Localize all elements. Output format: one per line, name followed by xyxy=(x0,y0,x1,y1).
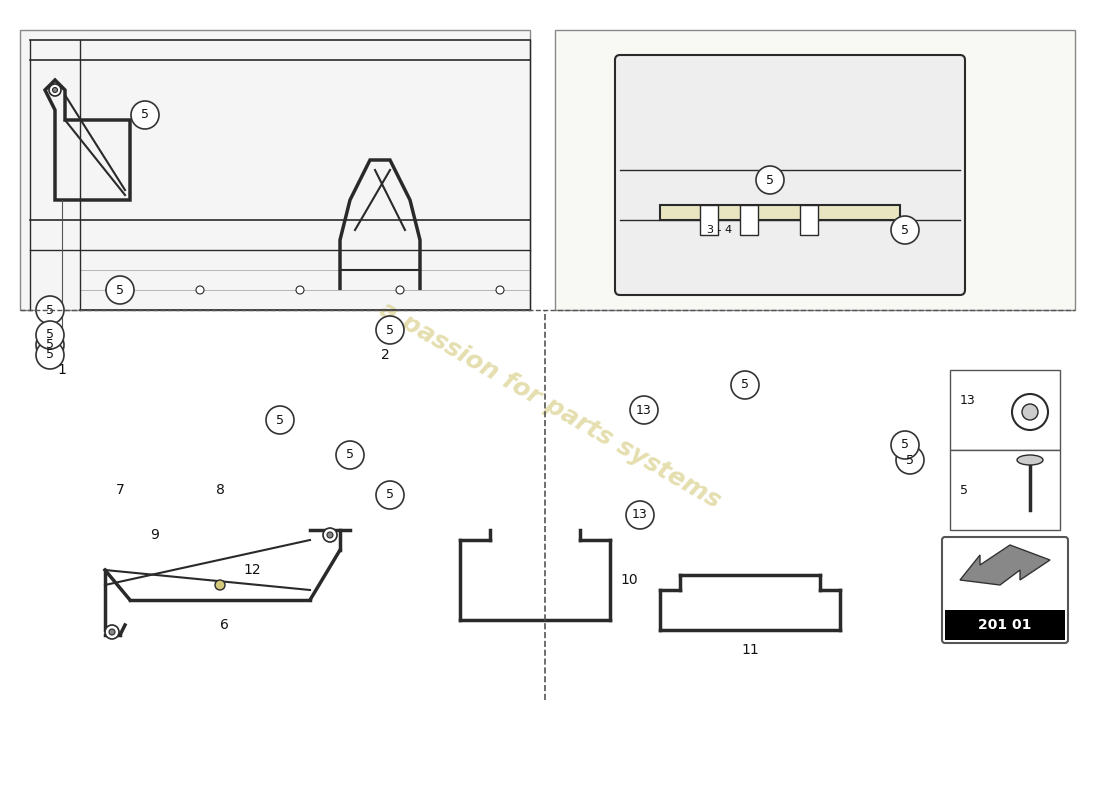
Text: 5: 5 xyxy=(766,174,774,186)
Circle shape xyxy=(336,441,364,469)
Text: 8: 8 xyxy=(216,483,224,497)
Circle shape xyxy=(396,286,404,294)
Text: 9: 9 xyxy=(151,528,160,542)
Text: 5: 5 xyxy=(906,454,914,466)
FancyBboxPatch shape xyxy=(615,55,965,295)
Text: 13: 13 xyxy=(632,509,648,522)
Circle shape xyxy=(36,341,64,369)
Text: 5: 5 xyxy=(901,438,909,451)
Circle shape xyxy=(296,286,304,294)
Circle shape xyxy=(131,101,160,129)
Text: 12: 12 xyxy=(243,563,261,577)
Text: a passion for parts systems: a passion for parts systems xyxy=(375,297,725,513)
Text: 5: 5 xyxy=(46,303,54,317)
Text: 1: 1 xyxy=(57,363,66,377)
Circle shape xyxy=(732,371,759,399)
Text: 5: 5 xyxy=(741,378,749,391)
Text: 13: 13 xyxy=(636,403,652,417)
Text: 5: 5 xyxy=(116,283,124,297)
Bar xyxy=(945,610,1065,640)
Bar xyxy=(20,30,530,310)
Circle shape xyxy=(327,532,333,538)
Circle shape xyxy=(53,87,57,93)
FancyBboxPatch shape xyxy=(942,537,1068,643)
Text: 3 - 4: 3 - 4 xyxy=(707,225,733,235)
Ellipse shape xyxy=(1018,455,1043,465)
Polygon shape xyxy=(660,205,900,220)
Bar xyxy=(800,205,818,235)
Circle shape xyxy=(106,286,114,294)
Text: 11: 11 xyxy=(741,643,759,657)
Circle shape xyxy=(196,286,204,294)
Text: 10: 10 xyxy=(620,573,638,587)
Circle shape xyxy=(896,446,924,474)
Circle shape xyxy=(106,276,134,304)
Circle shape xyxy=(266,406,294,434)
Circle shape xyxy=(756,166,784,194)
Text: 2: 2 xyxy=(381,348,389,362)
Text: 5: 5 xyxy=(346,449,354,462)
Polygon shape xyxy=(960,545,1050,585)
Circle shape xyxy=(323,528,337,542)
Bar xyxy=(556,30,1075,310)
Text: 5: 5 xyxy=(960,483,968,497)
Text: 5: 5 xyxy=(386,489,394,502)
Text: 6: 6 xyxy=(220,618,229,632)
Circle shape xyxy=(36,296,64,324)
Circle shape xyxy=(109,629,116,635)
Text: 5: 5 xyxy=(901,223,909,237)
Text: 5: 5 xyxy=(276,414,284,426)
Circle shape xyxy=(376,481,404,509)
Text: 5: 5 xyxy=(46,329,54,342)
Circle shape xyxy=(36,321,64,349)
Circle shape xyxy=(50,84,60,96)
Circle shape xyxy=(626,501,654,529)
Circle shape xyxy=(891,216,918,244)
Text: 5: 5 xyxy=(386,323,394,337)
Bar xyxy=(740,205,758,235)
Circle shape xyxy=(376,316,404,344)
Text: 201 01: 201 01 xyxy=(978,618,1032,632)
Bar xyxy=(700,205,718,235)
Circle shape xyxy=(36,331,64,359)
Circle shape xyxy=(214,580,225,590)
Text: 5: 5 xyxy=(46,349,54,362)
Text: 13: 13 xyxy=(960,394,976,406)
Text: 5: 5 xyxy=(46,338,54,351)
Text: 7: 7 xyxy=(116,483,124,497)
Bar xyxy=(950,450,1060,530)
Circle shape xyxy=(104,625,119,639)
Text: 5: 5 xyxy=(141,109,149,122)
Circle shape xyxy=(496,286,504,294)
Circle shape xyxy=(1012,394,1048,430)
Circle shape xyxy=(891,431,918,459)
Bar xyxy=(950,370,1060,450)
Circle shape xyxy=(1022,404,1038,420)
Circle shape xyxy=(630,396,658,424)
